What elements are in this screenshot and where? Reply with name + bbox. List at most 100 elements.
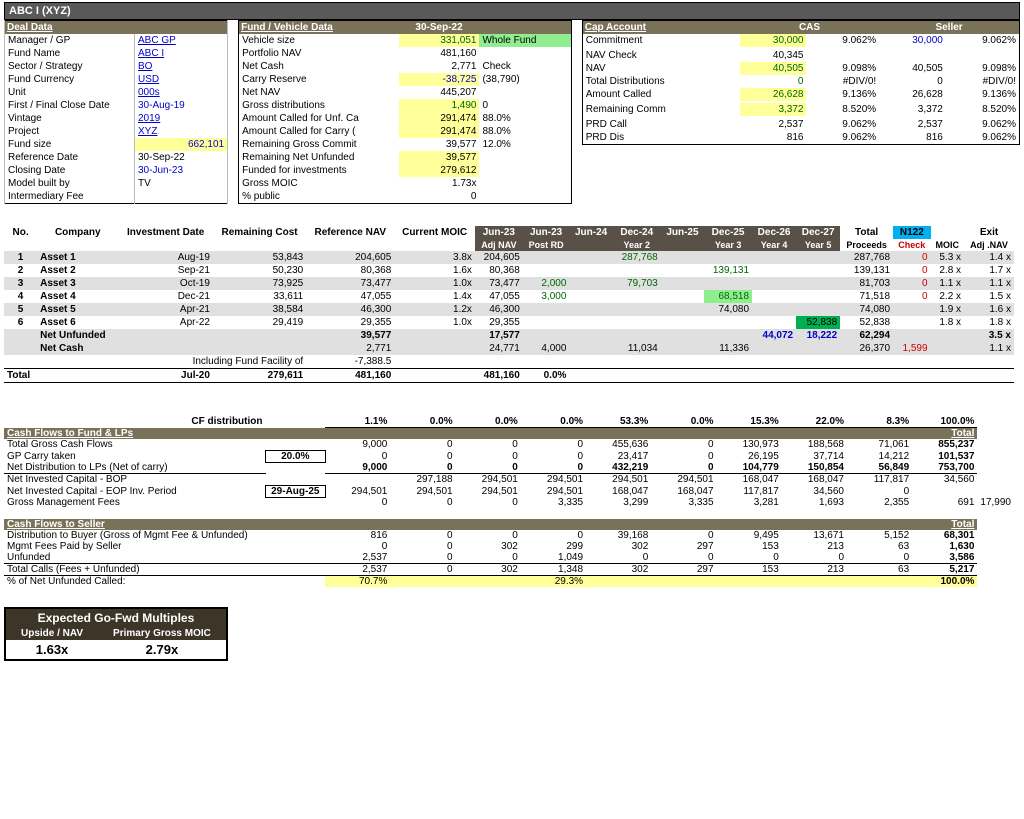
inv-cell [752,277,796,290]
cf2-val: 0 [847,552,912,564]
cap-p1: 9.136% [806,88,879,101]
cap-v2: 3,372 [879,103,946,116]
inv-cell: 80,368 [475,264,523,277]
inv-cell: 1.8 x [931,316,965,329]
inv-subcol [306,239,394,251]
inv-cell [613,264,661,277]
cf-val: 3,335 [651,497,716,508]
fv-extra [479,164,571,177]
fv-extra [479,190,571,204]
inv-cell: 4,000 [523,342,570,355]
incl-label: Including Fund Facility of [37,355,306,369]
inv-cell: Asset 3 [37,277,118,290]
cf2-val: 2,537 [325,552,390,564]
cf-dist-val: 1.1% [325,416,390,428]
inv-subcol [213,239,306,251]
deal-value: 2019 [135,112,228,125]
cf2-val: 100.0% [912,576,977,588]
fv-extra: Whole Fund [479,34,571,47]
inv-cell: 74,080 [840,303,893,316]
cf2-val: 2,537 [325,564,390,576]
cap-p1: 8.520% [806,103,879,116]
cf1-header: Cash Flows to Fund & LPs [4,428,912,440]
cf-extra [266,462,326,474]
cf-val: 23,417 [586,450,651,462]
cf2-val: 5,217 [912,564,977,576]
fv-label: Remaining Net Unfunded [239,151,399,164]
inv-col: Exit [964,226,1014,239]
inv-total-cell [569,369,612,383]
fv-extra [479,177,571,190]
inv-cell: 204,605 [475,251,523,264]
cf2-label: % of Net Unfunded Called: [4,576,325,588]
inv-cell [661,264,704,277]
inv-cell: 50,230 [213,264,306,277]
fv-header: Fund / Vehicle Data [239,21,399,35]
inv-cell: 73,477 [475,277,523,290]
inv-cell [523,316,570,329]
inv-cell: 1.6 x [964,303,1014,316]
cap-v1: 26,628 [740,88,807,101]
cap-v2 [879,49,946,62]
cf2-val [782,576,847,588]
inv-cell [213,342,306,355]
cf2-val: 9,495 [717,530,782,541]
cf-val: 101,537 [912,450,977,462]
deal-label: Manager / GP [5,34,135,47]
inv-cell: 53,843 [213,251,306,264]
inv-cell: 1.0x [394,316,475,329]
inv-cell: 17,577 [475,329,523,342]
cf2-val: 302 [586,564,651,576]
deal-value: ABC I [135,47,228,60]
deal-label: Fund Currency [5,73,135,86]
cf2-val: 297 [651,541,716,552]
cf-label: Total Gross Cash Flows [4,439,266,450]
cf-val: 56,849 [847,462,912,474]
cf-extra: 20.0% [266,450,326,462]
fv-extra: 88.0% [479,112,571,125]
cap-label: PRD Call [582,118,740,131]
inv-cell [752,342,796,355]
cf2-val: 63 [847,564,912,576]
inv-cell: Net Cash [37,342,118,355]
inv-subcol [394,239,475,251]
inv-cell [704,277,752,290]
fv-extra: Check [479,60,571,73]
cf2-val: 1,348 [521,564,586,576]
cf-table: CF distribution1.1%0.0%0.0%0.0%53.3%0.0%… [4,416,1014,587]
cf2-val: 0 [651,530,716,541]
inv-subcol: Year 3 [704,239,752,251]
inv-total-cell [752,369,796,383]
inv-cell [118,342,213,355]
cf2-val: 302 [456,541,521,552]
cap-p2: 9.136% [946,88,1020,101]
inv-cell: Aug-19 [118,251,213,264]
cf2-val: 297 [651,564,716,576]
inv-cell [704,316,752,329]
cf2-val: 0 [325,541,390,552]
cf-val: 3,335 [521,497,586,508]
inv-col: Jun-23 [475,226,523,239]
inv-cell [661,251,704,264]
fv-label: Amount Called for Carry ( [239,125,399,138]
deal-value: 30-Aug-19 [135,99,228,112]
inv-cell [661,303,704,316]
fv-label: Net Cash [239,60,399,73]
inv-subcol: Adj .NAV [964,239,1014,251]
fv-value: 445,207 [399,86,480,99]
cap-p2: 8.520% [946,103,1020,116]
inv-cell: 287,768 [613,251,661,264]
multiples-box: Expected Go-Fwd Multiples Upside / NAVPr… [4,607,1020,661]
deal-value: TV [135,177,228,190]
cap-v1: 0 [740,75,807,88]
inv-total-cell [840,369,893,383]
fv-extra [479,47,571,60]
fv-label: Net NAV [239,86,399,99]
cap-p2 [946,49,1020,62]
cap-v1: 816 [740,131,807,145]
cf-label: Net Distribution to LPs (Net of carry) [4,462,266,474]
cf2-val [847,576,912,588]
inv-cell [569,342,612,355]
inv-cell: 2.2 x [931,290,965,303]
inv-cell [796,251,840,264]
